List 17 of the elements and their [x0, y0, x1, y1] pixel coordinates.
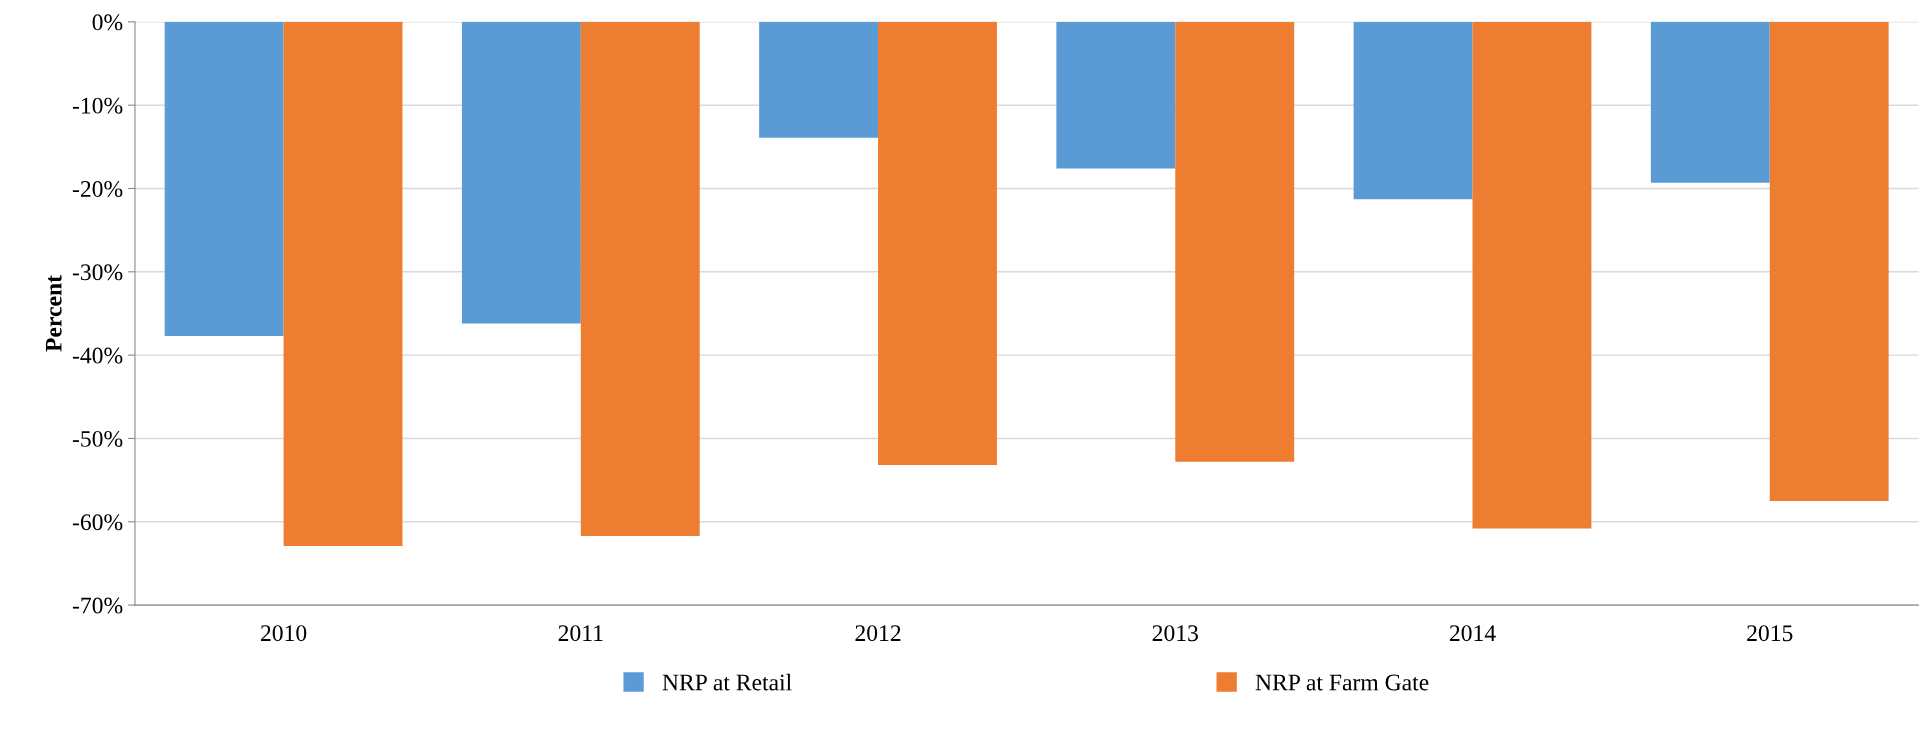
- x-tick-label: 2014: [1449, 625, 1496, 642]
- x-tick-label: 2015: [1747, 625, 1793, 642]
- y-tick-label: -60%: [72, 514, 123, 531]
- y-tick-label: -50%: [72, 430, 123, 447]
- legend-label: NRP at Farm Gate: [1255, 674, 1429, 691]
- x-tick-label: 2010: [261, 625, 307, 642]
- legend-label: NRP at Retail: [662, 673, 792, 691]
- y-tick-label: -20%: [72, 180, 123, 197]
- y-tick-label: -70%: [72, 597, 123, 614]
- x-tick-label: 2013: [1152, 625, 1198, 642]
- y-axis-title: Percent: [45, 275, 62, 352]
- x-tick-label: 2011: [558, 625, 603, 642]
- y-tick-label: 0%: [92, 14, 123, 31]
- x-tick-label: 2012: [855, 625, 901, 642]
- y-tick-label: -30%: [72, 264, 123, 281]
- y-tick-label: -10%: [72, 97, 123, 114]
- y-tick-label: -40%: [72, 347, 123, 364]
